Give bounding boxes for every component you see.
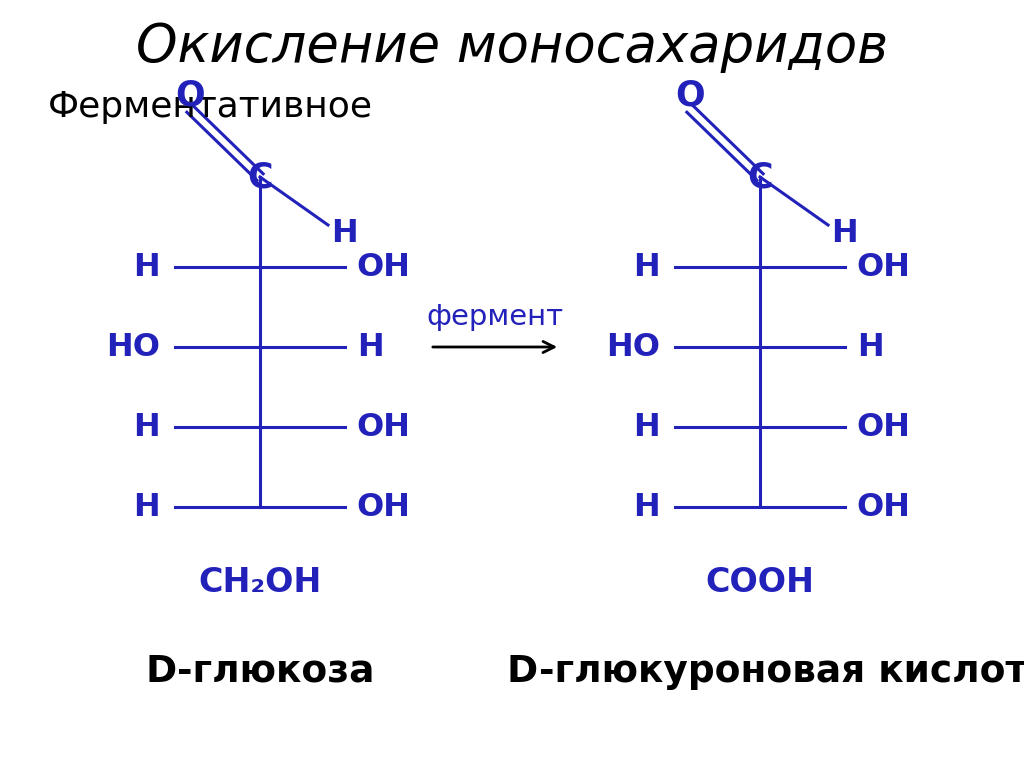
Text: HO: HO — [606, 331, 660, 363]
Text: CH₂OH: CH₂OH — [199, 565, 322, 598]
Text: Окисление моносахаридов: Окисление моносахаридов — [136, 21, 888, 73]
Text: OH: OH — [356, 412, 410, 443]
Text: COOH: COOH — [706, 565, 814, 598]
Text: OH: OH — [856, 412, 910, 443]
Text: H: H — [858, 331, 885, 363]
Text: H: H — [357, 331, 384, 363]
Text: HO: HO — [106, 331, 160, 363]
Text: OH: OH — [856, 492, 910, 522]
Text: D-глюкоза: D-глюкоза — [145, 654, 375, 690]
Text: C: C — [748, 160, 773, 194]
Text: H: H — [133, 492, 161, 522]
Text: D-глюкуроновая кислота: D-глюкуроновая кислота — [507, 654, 1024, 690]
Text: H: H — [331, 218, 357, 249]
Text: H: H — [634, 492, 660, 522]
Text: фермент: фермент — [426, 303, 563, 331]
Text: H: H — [634, 252, 660, 282]
Text: C: C — [247, 160, 272, 194]
Text: OH: OH — [856, 252, 910, 282]
Text: OH: OH — [356, 492, 410, 522]
Text: H: H — [830, 218, 857, 249]
Text: OH: OH — [356, 252, 410, 282]
Text: Ферментативное: Ферментативное — [48, 90, 373, 124]
Text: O: O — [175, 78, 205, 112]
Text: O: O — [675, 78, 705, 112]
Text: H: H — [634, 412, 660, 443]
Text: H: H — [133, 252, 161, 282]
Text: H: H — [133, 412, 161, 443]
